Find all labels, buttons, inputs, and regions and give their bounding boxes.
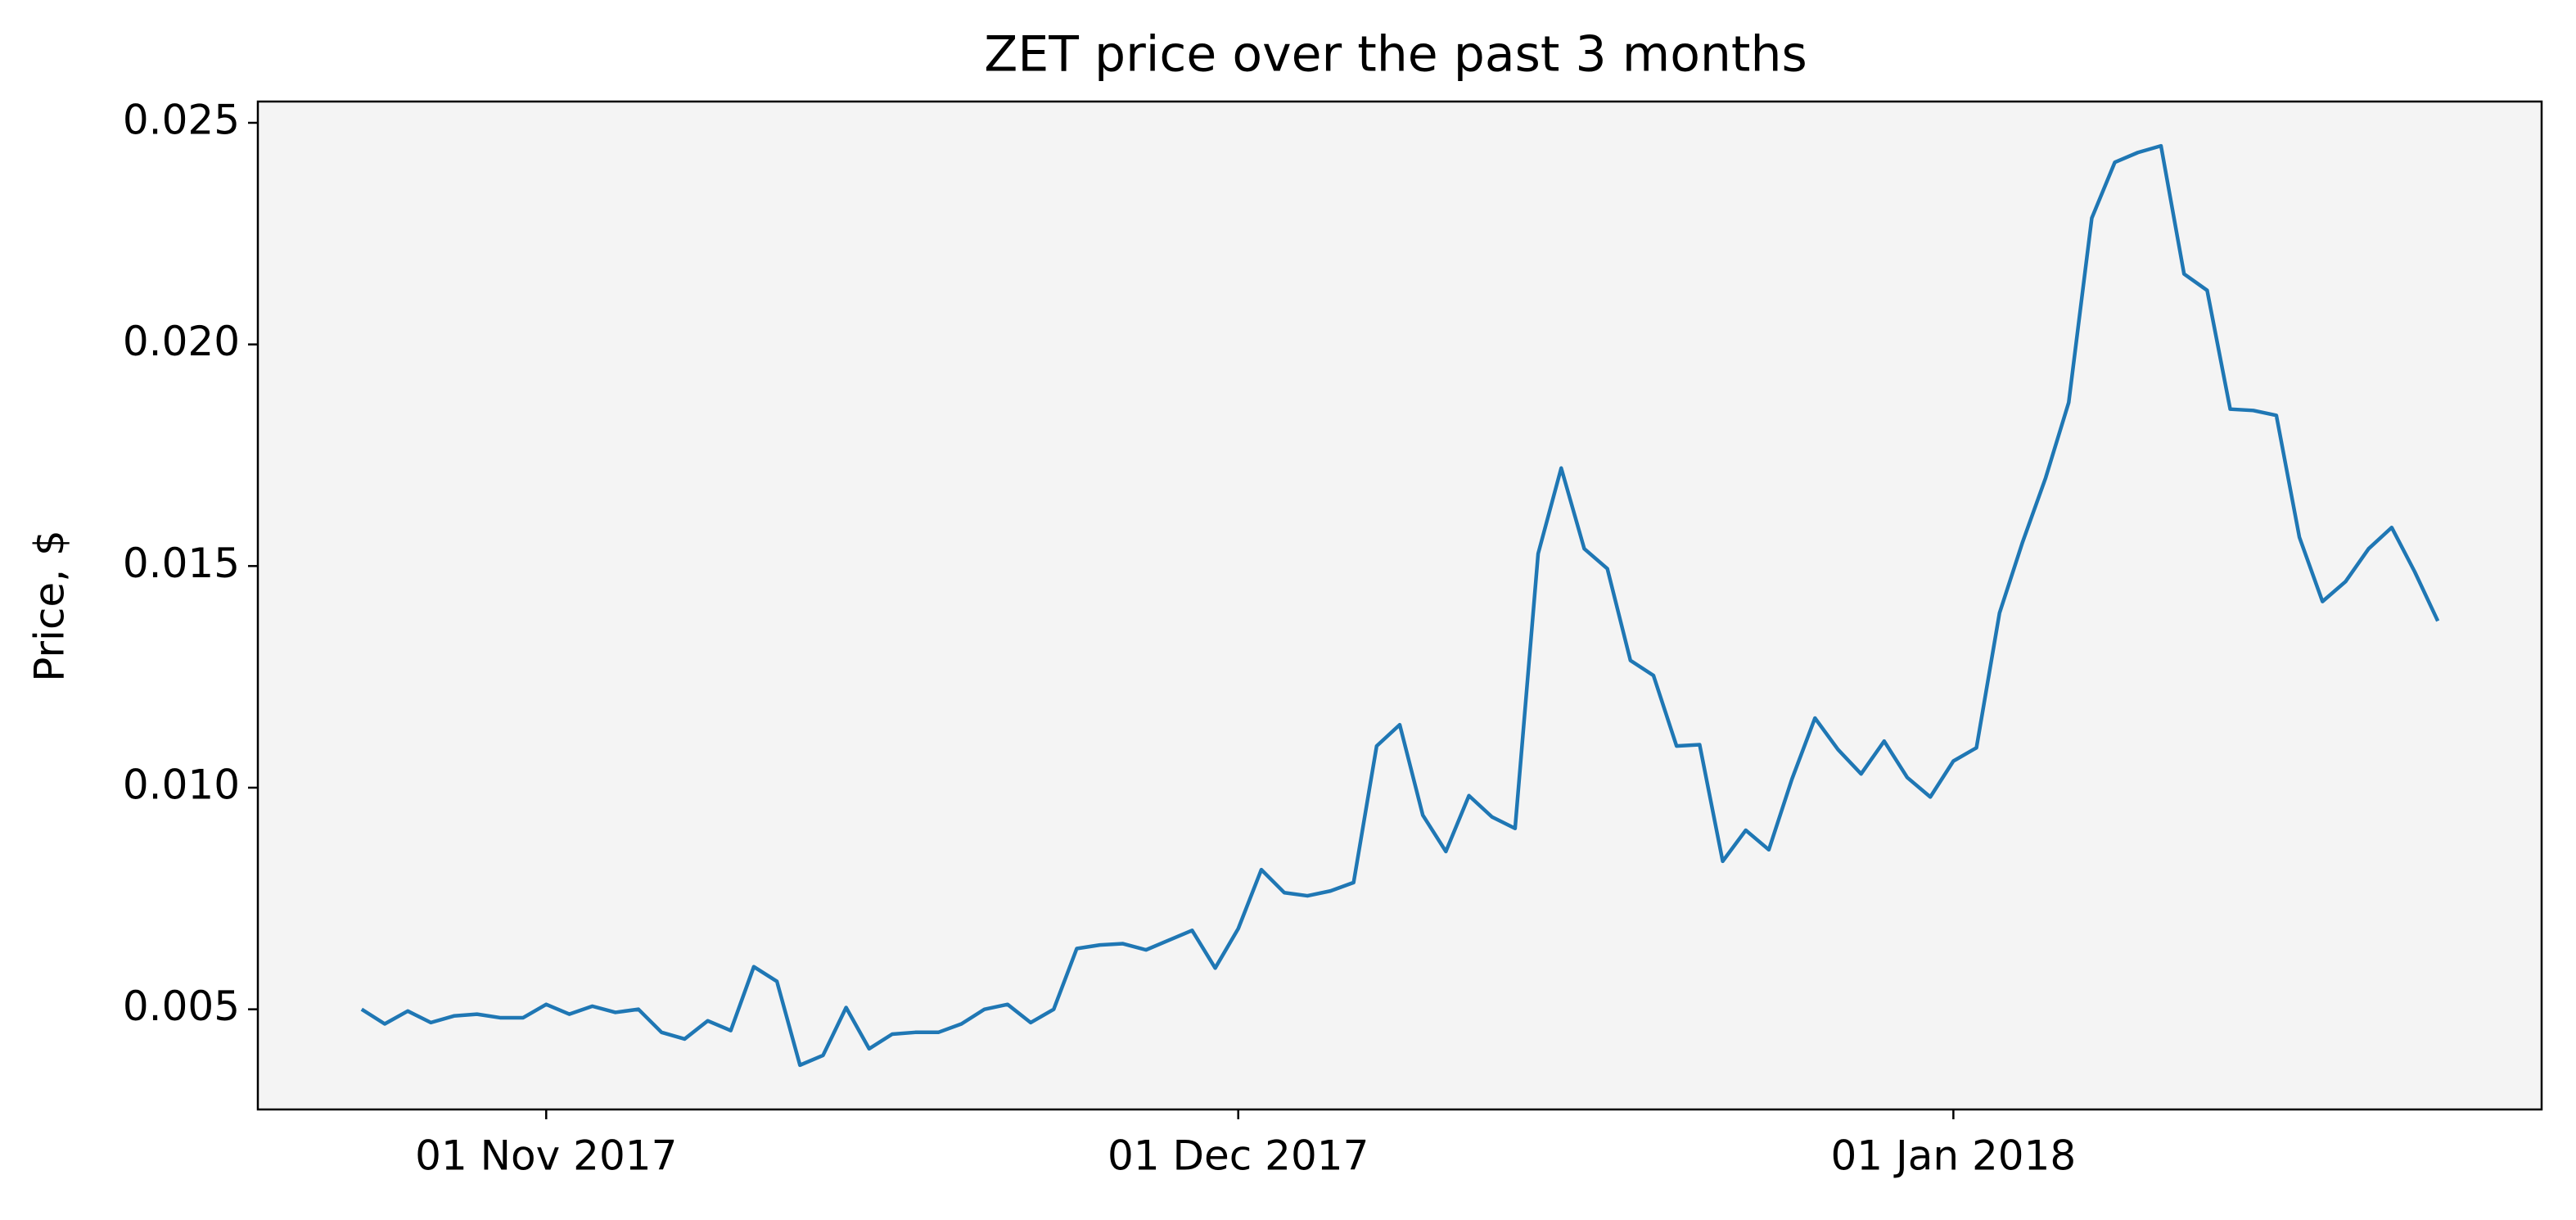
x-tick-label: 01 Nov 2017 [415,1132,677,1180]
chart-title: ZET price over the past 3 months [984,26,1807,84]
price-line [360,143,2440,1068]
plot-background [258,102,2542,1109]
y-tick-label: 0.020 [123,318,240,365]
y-axis-label: Price, $ [26,530,74,682]
x-tick-label: 01 Dec 2017 [1108,1132,1369,1180]
y-tick-label: 0.025 [123,96,240,143]
y-tick-label: 0.005 [123,983,240,1030]
y-tick-label: 0.015 [123,540,240,587]
plot-frame [256,100,2543,1111]
y-tick-label: 0.010 [123,761,240,808]
x-tick-label: 01 Jan 2018 [1830,1132,2076,1180]
